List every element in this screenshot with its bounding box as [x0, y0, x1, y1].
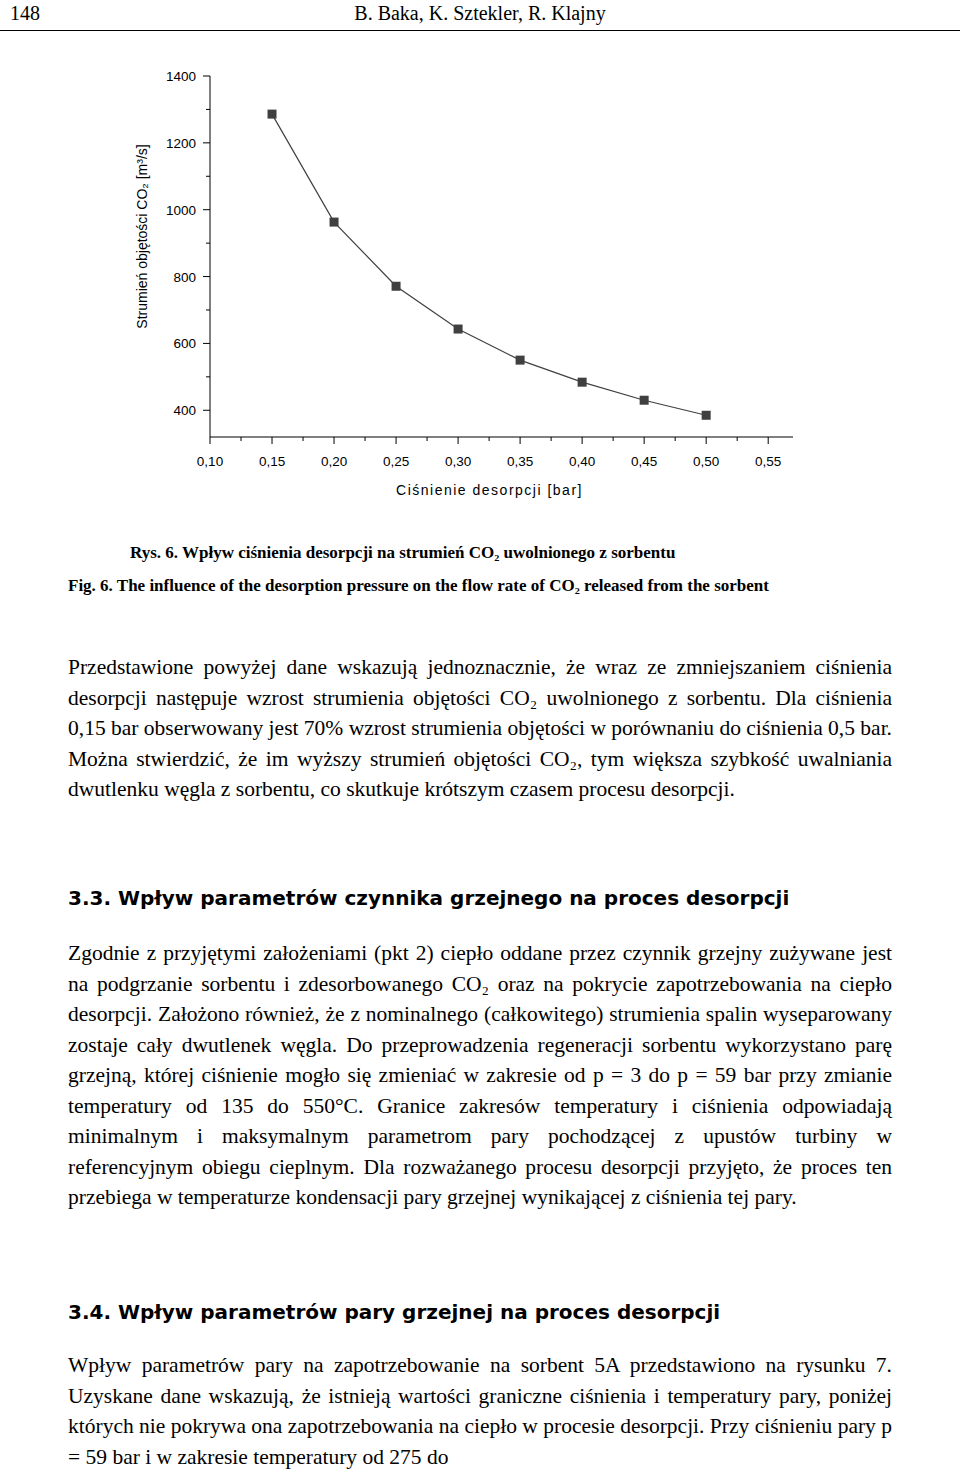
y-tick-label: 400: [173, 403, 196, 418]
x-minor-tick: [241, 437, 242, 441]
data-point: [516, 356, 525, 365]
x-tick: [396, 437, 397, 444]
x-tick-label: 0,50: [693, 454, 719, 469]
x-tick: [272, 437, 273, 444]
data-point: [454, 325, 463, 334]
paragraph: Zgodnie z przyjętymi założeniami (pkt 2)…: [68, 938, 892, 1213]
x-minor-tick: [613, 437, 614, 441]
data-point: [640, 396, 649, 405]
y-tick-label: 1000: [166, 203, 196, 218]
y-tick-label: 1200: [166, 136, 196, 151]
y-tick: [203, 76, 210, 77]
data-point: [702, 411, 711, 420]
data-point: [392, 282, 401, 291]
x-axis: [210, 437, 793, 438]
y-tick: [203, 276, 210, 277]
section-heading: 3.4. Wpływ parametrów pary grzejnej na p…: [68, 1300, 928, 1324]
chart: 0,10 0,15 0,20 0,25 0,30 0,35 0,40 0,45 0,50 0,55…: [0, 0, 960, 520]
data-point: [578, 378, 587, 387]
x-minor-tick: [737, 437, 738, 441]
x-minor-tick: [675, 437, 676, 441]
data-point: [268, 110, 277, 119]
x-tick-label: 0,35: [507, 454, 533, 469]
caption-en: Fig. 6. The influence of the desorption …: [68, 573, 892, 598]
y-minor-tick: [206, 243, 210, 244]
x-tick-label: 0,10: [197, 454, 223, 469]
x-tick: [210, 437, 211, 444]
x-minor-tick: [303, 437, 304, 441]
x-tick: [582, 437, 583, 444]
y-minor-tick: [206, 309, 210, 310]
caption-pl: Rys. 6. Wpływ ciśnienia desorpcji na str…: [130, 540, 890, 565]
x-tick: [458, 437, 459, 444]
running-head: B. Baka, K. Sztekler, R. Klajny: [0, 2, 960, 25]
x-axis-label: Ciśnienie desorpcji [bar]: [396, 482, 583, 498]
data-point: [330, 218, 339, 227]
x-tick-label: 0,45: [631, 454, 657, 469]
x-tick: [520, 437, 521, 444]
x-tick: [768, 437, 769, 444]
plot-area: [268, 110, 711, 420]
x-tick: [706, 437, 707, 444]
header-rule: [0, 30, 960, 31]
data-line: [272, 114, 706, 415]
y-tick-label: 800: [173, 270, 196, 285]
x-tick-label: 0,30: [445, 454, 471, 469]
paragraph: Przedstawione powyżej dane wskazują jedn…: [68, 652, 892, 805]
x-tick-label: 0,40: [569, 454, 595, 469]
x-tick-label: 0,25: [383, 454, 409, 469]
x-tick-label: 0,15: [259, 454, 285, 469]
x-tick: [644, 437, 645, 444]
y-minor-tick: [206, 376, 210, 377]
y-axis: [210, 76, 211, 437]
x-tick-label: 0,55: [755, 454, 781, 469]
x-minor-tick: [427, 437, 428, 441]
x-minor-tick: [489, 437, 490, 441]
y-tick-label: 1400: [166, 69, 196, 84]
y-tick: [203, 410, 210, 411]
x-minor-tick: [551, 437, 552, 441]
y-tick: [203, 209, 210, 210]
x-tick-label: 0,20: [321, 454, 347, 469]
x-tick: [334, 437, 335, 444]
y-minor-tick: [206, 176, 210, 177]
y-tick-label: 600: [173, 336, 196, 351]
y-axis-label: Strumień objętości CO₂ [m³/s]: [134, 144, 150, 328]
y-minor-tick: [206, 109, 210, 110]
y-tick: [203, 142, 210, 143]
y-tick: [203, 343, 210, 344]
section-heading: 3.3. Wpływ parametrów czynnika grzejnego…: [68, 886, 928, 910]
paragraph: Wpływ parametrów pary na zapotrzebowanie…: [68, 1350, 892, 1472]
page-number: 148: [10, 2, 40, 25]
x-minor-tick: [365, 437, 366, 441]
